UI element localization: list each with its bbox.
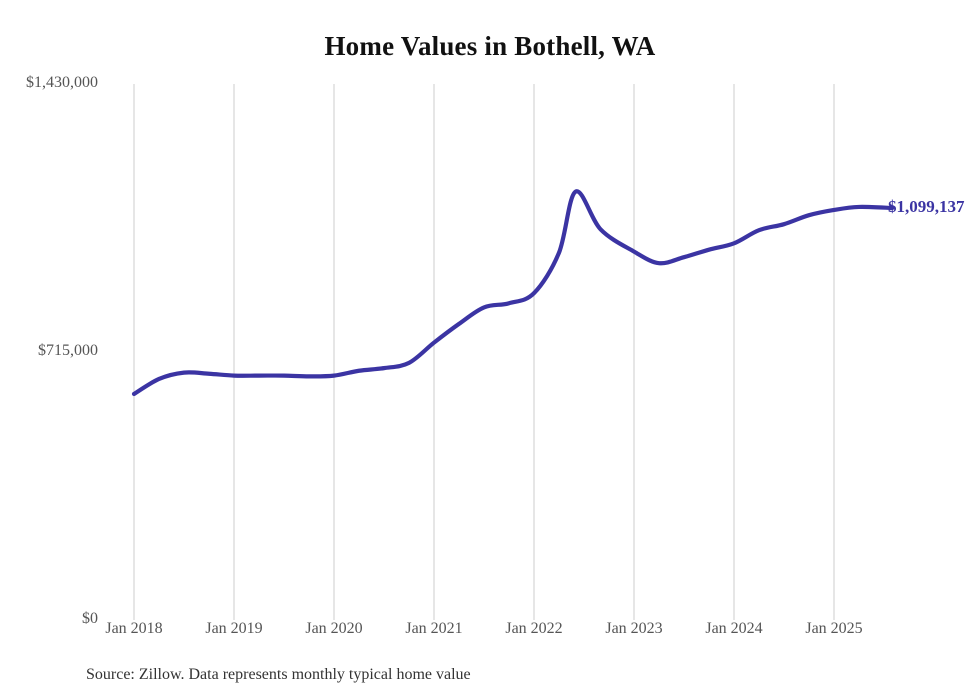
y-tick-label-top: $1,430,000 bbox=[26, 74, 98, 91]
x-tick-label-jan-2022: Jan 2022 bbox=[505, 620, 563, 637]
chart-title: Home Values in Bothell, WA bbox=[324, 31, 656, 61]
x-tick-label-jan-2021: Jan 2021 bbox=[405, 620, 463, 637]
gridlines bbox=[133, 84, 835, 620]
y-tick-label-mid: $715,000 bbox=[38, 342, 98, 359]
end-value-annotation: $1,099,137 bbox=[888, 197, 965, 217]
x-tick-label-jan-2020: Jan 2020 bbox=[305, 620, 363, 637]
x-tick-label-jan-2025: Jan 2025 bbox=[805, 620, 863, 637]
x-tick-label-jan-2023: Jan 2023 bbox=[605, 620, 663, 637]
x-tick-label-jan-2019: Jan 2019 bbox=[205, 620, 263, 637]
x-tick-label-jan-2024: Jan 2024 bbox=[705, 620, 763, 637]
data-line-series-0 bbox=[131, 189, 895, 397]
y-tick-label-zero: $0 bbox=[82, 610, 98, 627]
source-note: Source: Zillow. Data represents monthly … bbox=[86, 666, 471, 683]
x-tick-label-jan-2018: Jan 2018 bbox=[105, 620, 163, 637]
